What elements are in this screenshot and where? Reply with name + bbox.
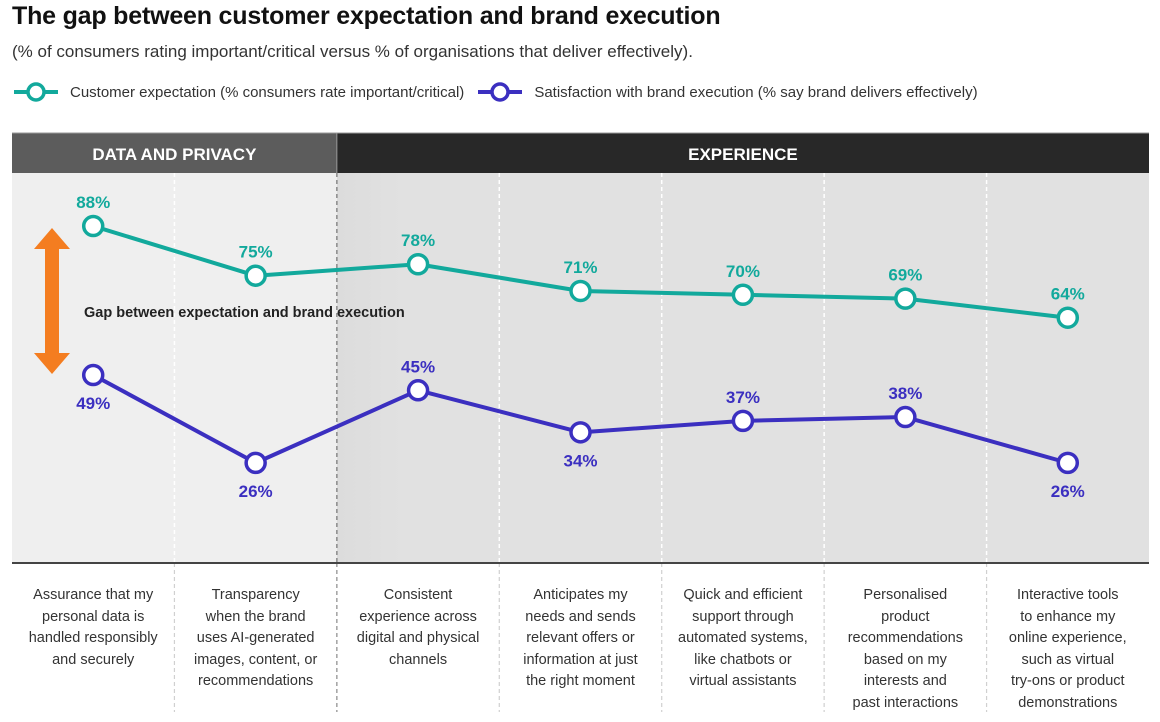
category-label: Assurance that my personal data is handled… — [18, 585, 168, 671]
category-label-line: the right moment — [526, 673, 635, 689]
category-label-line: based on my — [863, 651, 947, 668]
category-label: Consistent experience across digital and p… — [343, 585, 493, 671]
category-label-line: Quick and efficient — [683, 587, 803, 603]
satisfaction-value-label: 26% — [1051, 482, 1085, 501]
category-label-line: experience across — [359, 608, 477, 625]
category-label-line: uses AI-generated — [196, 630, 315, 646]
category-label-line: information at just — [523, 651, 638, 668]
category-label-line: Anticipates my — [533, 587, 628, 603]
category-label-line: to enhance my — [1020, 608, 1116, 625]
satisfaction-value-label: 49% — [76, 394, 110, 413]
category-label-line: when the brand — [205, 608, 306, 625]
satisfaction-point — [569, 421, 592, 444]
category-label-line: try-ons or product — [1010, 673, 1125, 689]
category-label-line: such as virtual — [1021, 651, 1115, 668]
expectation-value-label: 64% — [1051, 285, 1085, 304]
category-label-line: like chatbots or — [694, 651, 792, 668]
satisfaction-point — [731, 409, 755, 433]
category-label: Quick and efficient support through automa… — [668, 585, 818, 693]
expectation-value-label: 78% — [401, 231, 435, 250]
expectation-point — [406, 252, 430, 276]
category-label-line: Personalised — [863, 587, 948, 603]
category-label-line: online experience, — [1008, 630, 1127, 646]
expectation-point — [1056, 306, 1080, 329]
category-label: Transparency when the brand uses AI-genera… — [181, 585, 331, 693]
satisfaction-point — [1056, 451, 1080, 475]
category-label-line: images, content, or — [193, 651, 318, 668]
satisfaction-value-label: 34% — [563, 451, 597, 470]
category-label-line: handled responsibly — [28, 630, 158, 646]
expectation-value-label: 70% — [726, 262, 760, 281]
gap-double-arrow-icon — [34, 228, 70, 374]
category-label-line: Interactive tools — [1017, 587, 1119, 603]
category-label-line: recommendations — [198, 673, 314, 689]
expectation-point — [81, 214, 105, 238]
section-header-experience — [336, 133, 1149, 173]
category-label-line: support through — [692, 608, 794, 625]
expectation-point — [244, 264, 267, 287]
category-label-line: demonstrations — [1018, 694, 1118, 711]
category-label-line: product — [881, 608, 930, 625]
category-label-line: Assurance that my — [33, 587, 154, 603]
section-label-data-and-privacy: DATA AND PRIVACY — [92, 145, 257, 164]
section-background-experience — [336, 173, 1149, 563]
category-label-line: needs and sends — [525, 608, 636, 625]
expectation-value-label: 71% — [563, 258, 597, 277]
legend: Customer expectation (% consumers rate i… — [12, 80, 990, 104]
legend-marker-expectation-icon — [14, 82, 58, 102]
legend-item-expectation: Customer expectation (% consumers rate i… — [12, 80, 464, 104]
chart-subtitle: (% of consumers rating important/critica… — [12, 42, 693, 61]
category-label-line: relevant offers or — [526, 630, 635, 646]
satisfaction-point — [406, 379, 430, 402]
legend-label-satisfaction: Satisfaction with brand execution (% say… — [534, 83, 978, 101]
section-label-experience: EXPERIENCE — [688, 145, 798, 164]
satisfaction-value-label: 38% — [888, 384, 922, 403]
category-label-line: past interactions — [852, 694, 959, 711]
category-label-line: virtual assistants — [689, 673, 797, 689]
category-label-line: Transparency — [211, 587, 300, 603]
category-label-line: automated systems, — [678, 630, 808, 646]
chart-title: The gap between customer expectation and… — [12, 2, 721, 30]
category-label: Personalised product recommendations based … — [830, 585, 980, 714]
satisfaction-value-label: 26% — [239, 482, 273, 501]
expectation-value-label: 75% — [239, 243, 273, 262]
expectation-point — [731, 283, 755, 307]
expectation-value-label: 69% — [888, 266, 922, 285]
expectation-value-label: 88% — [76, 193, 110, 212]
gap-annotation-label: Gap between expectation and brand execut… — [84, 305, 405, 321]
category-label: Anticipates my needs and sends relevant of… — [506, 585, 656, 693]
satisfaction-point — [244, 451, 267, 475]
section-header-data-and-privacy — [12, 133, 337, 173]
category-label-line: digital and physical — [356, 630, 480, 646]
satisfaction-value-label: 37% — [726, 388, 760, 407]
category-label: Interactive tools to enhance my online exp… — [993, 585, 1143, 714]
category-label-line: and securely — [52, 651, 135, 668]
legend-label-expectation: Customer expectation (% consumers rate i… — [70, 83, 465, 101]
legend-item-satisfaction: Satisfaction with brand execution (% say… — [476, 80, 978, 104]
expectation-point — [894, 287, 917, 310]
category-label-line: personal data is — [42, 608, 145, 625]
category-label-line: interests and — [863, 673, 947, 689]
category-label-line: Consistent — [383, 587, 453, 603]
satisfaction-point — [81, 363, 105, 387]
satisfaction-point — [894, 405, 917, 429]
satisfaction-value-label: 45% — [401, 357, 435, 376]
category-label-line: channels — [389, 651, 448, 668]
category-label-line: recommendations — [847, 630, 963, 646]
legend-marker-satisfaction-icon — [478, 82, 523, 102]
expectation-point — [569, 279, 592, 303]
